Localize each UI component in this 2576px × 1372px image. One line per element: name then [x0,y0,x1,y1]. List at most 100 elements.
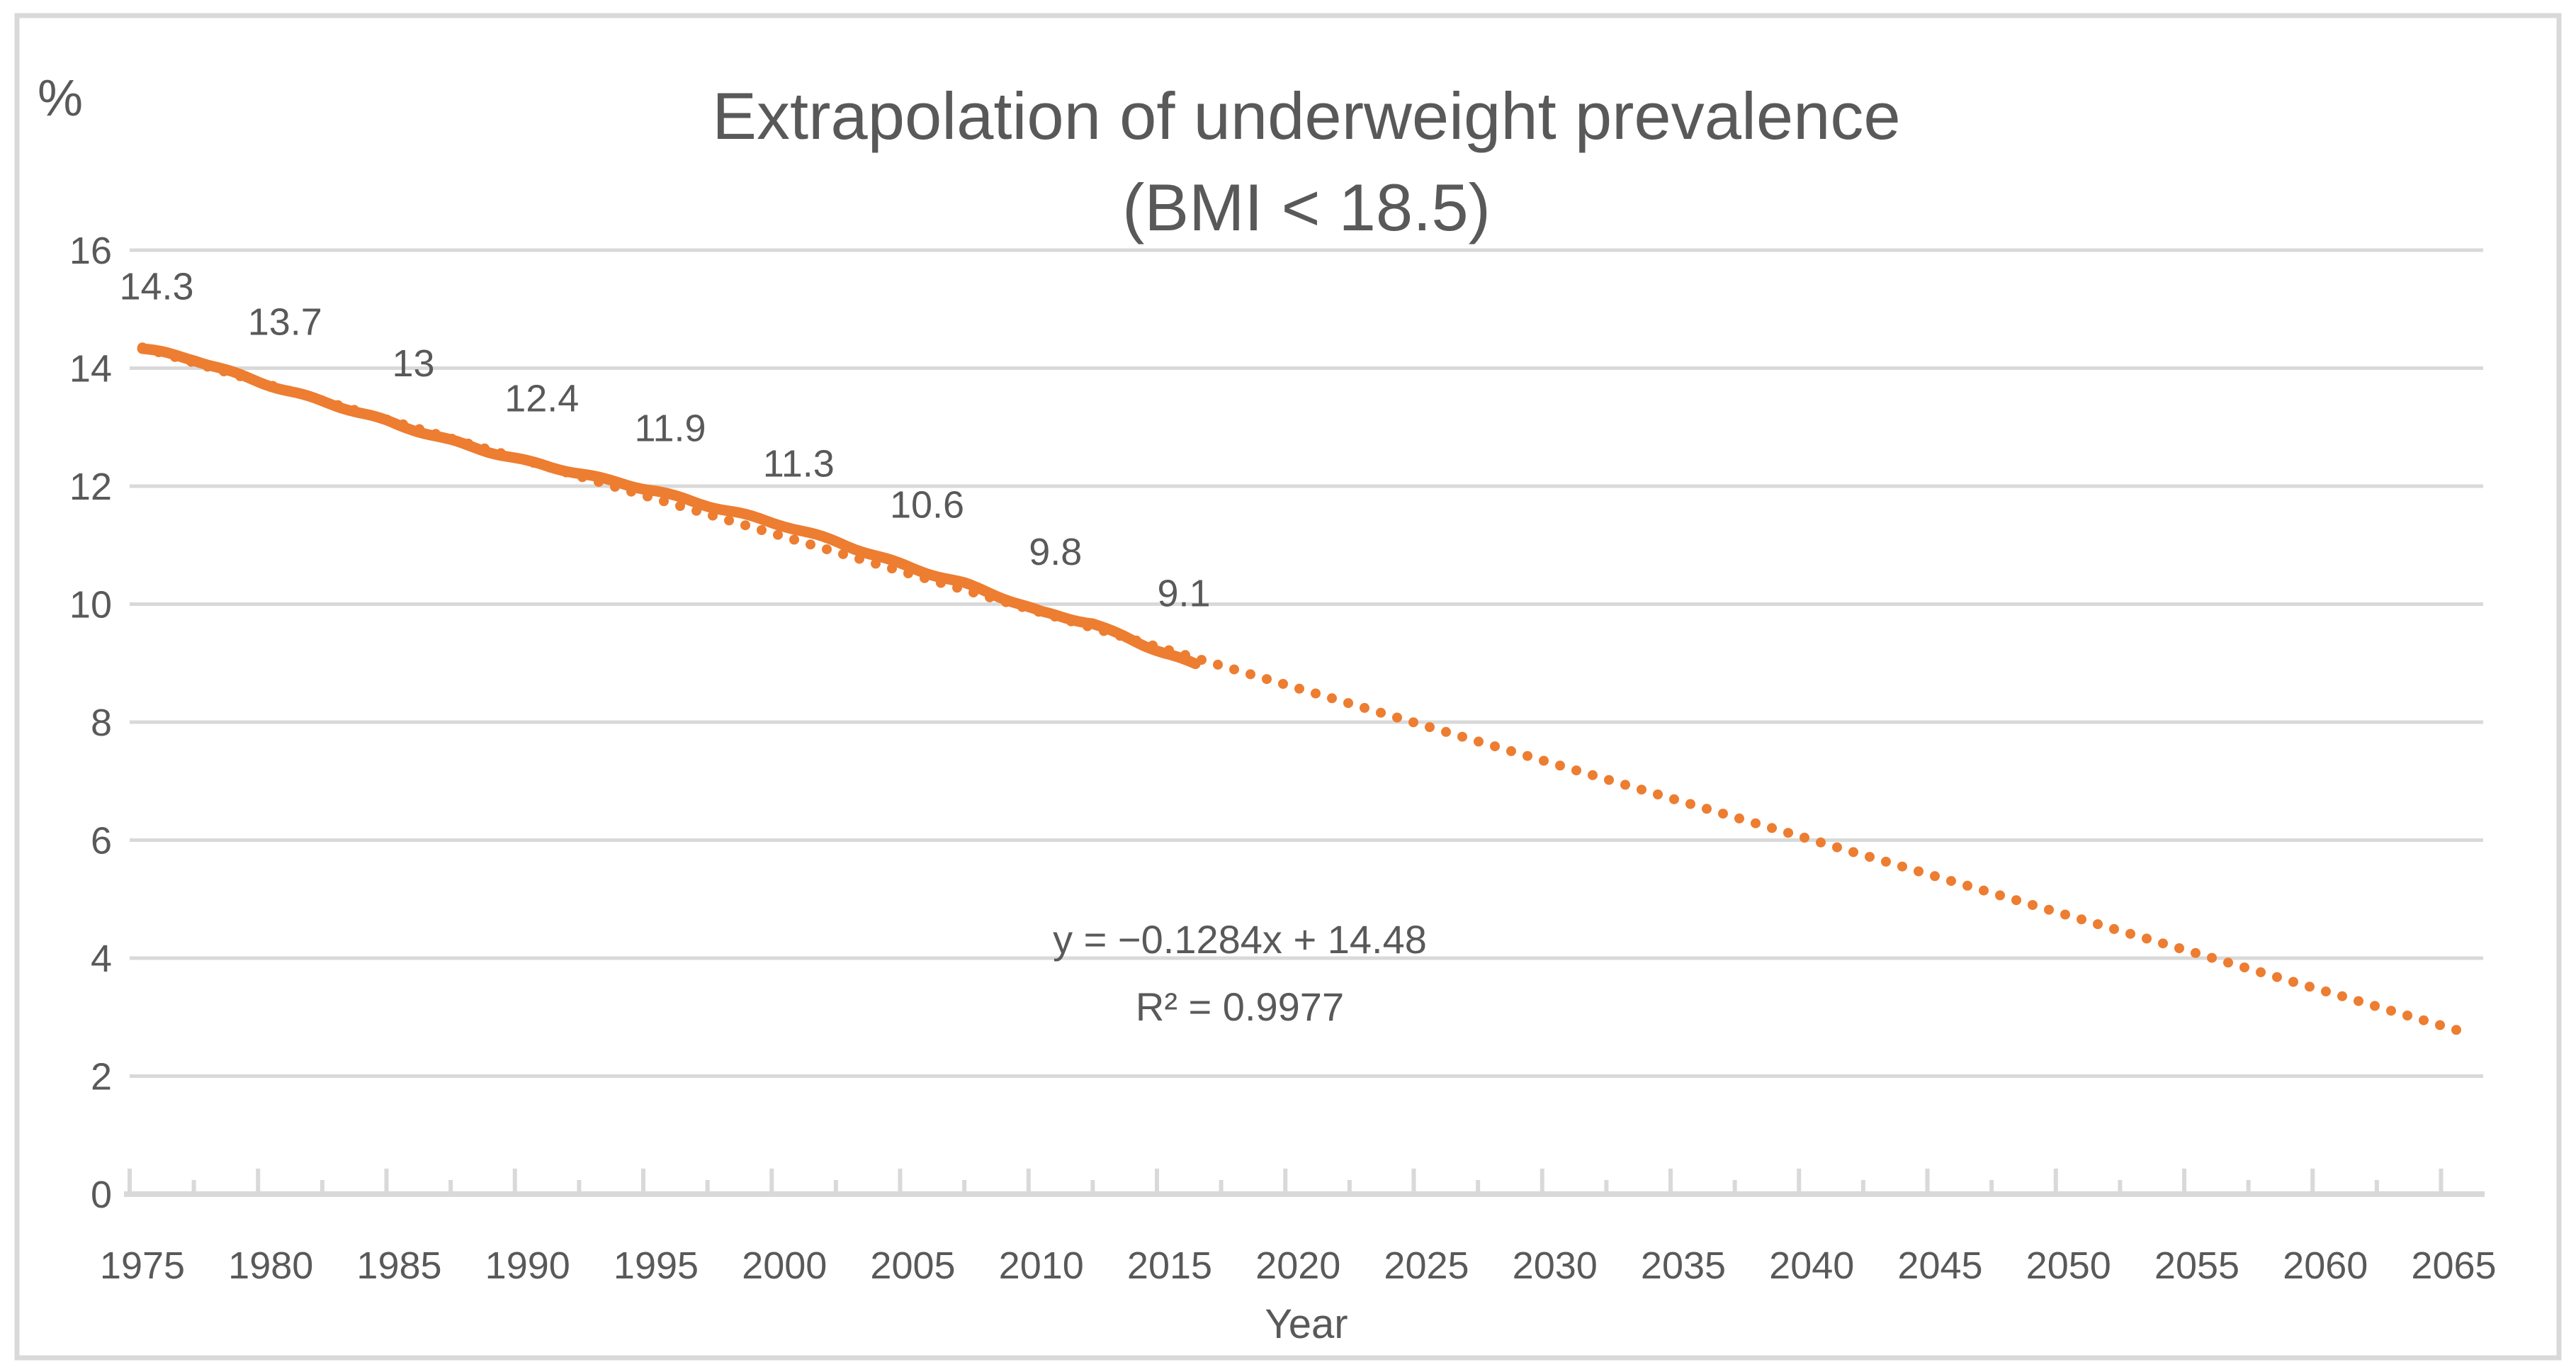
trendline-dot [1506,746,1516,756]
trendline-dot [2109,923,2119,934]
trendline-dot [1897,861,1907,872]
trendline-dot [2044,904,2054,915]
chart-border [14,13,2562,1361]
trendline-dot [1653,789,1663,799]
y-tick-label-16: 16 [69,230,112,272]
trendline-dot [1685,799,1695,809]
data-label-2005: 10.6 [890,484,964,527]
trendline-dot [822,544,832,555]
y-tick-label-12: 12 [69,466,112,508]
trendline-dot [2207,952,2217,963]
trendline-dot [2011,895,2021,906]
x-tick-label-2010: 2010 [999,1244,1084,1287]
x-tick-label-1985: 1985 [356,1244,441,1287]
trendline-dot [1914,866,1923,877]
x-tick-label-2030: 2030 [1513,1244,1598,1287]
x-tick-label-2055: 2055 [2154,1244,2239,1287]
x-tick-label-1990: 1990 [485,1244,570,1287]
trendline-dot [2402,1011,2412,1020]
trendline-dot [2191,948,2201,958]
trendline-dot [1392,712,1402,723]
data-label-1990: 12.4 [504,378,579,420]
trendline-dot [1571,765,1581,776]
trendline-dot [2272,972,2282,982]
trendline-dot [2239,962,2249,973]
x-tick-label-2025: 2025 [1384,1244,1469,1287]
x-tick-label-2050: 2050 [2026,1244,2111,1287]
trendline-dot [1539,755,1549,766]
trendline-dot [1669,794,1679,804]
trendline-dot [1832,842,1842,853]
trendline-dot [1718,809,1728,819]
data-labels-layer: 14.3 13.7 13 12.4 11.9 11.3 10.6 9.8 9.1 [119,266,1210,615]
y-tick-label-6: 6 [91,820,112,862]
trendline-dot [1278,679,1288,689]
trendline-dot [1848,847,1858,858]
data-label-1975: 14.3 [119,266,193,308]
y-tick-label-2: 2 [91,1056,112,1098]
gridlines-layer [130,248,2483,1078]
data-label-1985: 13 [392,342,434,385]
tick-labels-layer: 16 14 12 10 8 6 4 2 0 1975 1980 1985 1990 1995 2000 200… [69,230,2497,1287]
trendline-dot [2093,919,2103,930]
trendline-dot [789,534,799,545]
trendline-dot [2305,982,2315,992]
y-tick-label-8: 8 [91,702,112,744]
x-axis-title: Year [1265,1301,1348,1347]
trendline-dot [1474,736,1484,747]
trendline-dot [1604,775,1614,785]
trendline-dot [2386,1006,2396,1016]
static-text-layer: Extrapolation of underweight prevalence … [38,70,1901,1347]
y-tick-label-14: 14 [69,348,112,390]
trendline-dot [1490,741,1500,752]
trendline-dot [2174,943,2184,953]
trendline-dot [1702,804,1712,814]
trendline-dot [2354,996,2363,1006]
trendline-dot [1816,837,1826,848]
x-tick-label-2035: 2035 [1641,1244,1726,1287]
trendline-dot [675,501,685,511]
trendline-dot [838,549,848,559]
trendline-dot [1229,664,1239,675]
trendline-dot [1327,693,1337,704]
trendline-dot [1751,818,1761,828]
x-tick-label-2065: 2065 [2411,1244,2496,1287]
trendline-equation-label: y = −0.1284x + 14.48 [1053,917,1427,962]
trendline-dot [2337,991,2347,1001]
trendline-dot [1408,717,1418,728]
trendline-dot [1946,876,1956,887]
trendline-dot [773,529,783,540]
x-tick-label-2060: 2060 [2283,1244,2368,1287]
trendline-dot [1881,856,1891,867]
trendline-dot [2158,938,2168,949]
observed-series-line [137,343,1201,670]
trendline-dot [1213,659,1223,670]
trendline-dot [1734,813,1744,823]
trendline-dot [1425,722,1435,732]
x-tick-label-2005: 2005 [870,1244,955,1287]
trendline-dot [1294,683,1304,694]
trendline-dot [2435,1020,2445,1030]
data-label-2000: 11.3 [763,442,835,485]
x-tick-label-1995: 1995 [614,1244,699,1287]
trendline-dot [1588,770,1598,780]
trendline-dot [2223,957,2233,968]
trendline-dot [1262,674,1272,685]
trendline-dot [2256,967,2266,977]
trendline-dot [2077,914,2086,925]
trendline-dot [724,515,734,526]
trendline-dot [1311,688,1321,699]
y-axis-unit-label: % [38,70,83,127]
trendline-dot [2060,909,2070,920]
data-series-layer [137,343,1201,670]
y-tick-label-4: 4 [91,938,112,980]
trendline-dot [2142,933,2152,944]
trendline-dot [1783,828,1793,838]
y-tick-label-10: 10 [69,584,112,626]
trendline-dot [2370,1001,2380,1011]
trendline-dot [1979,885,1989,896]
x-tick-label-2000: 2000 [742,1244,827,1287]
trendline-dot [1995,890,2005,901]
trendline-dot [2451,1025,2461,1035]
